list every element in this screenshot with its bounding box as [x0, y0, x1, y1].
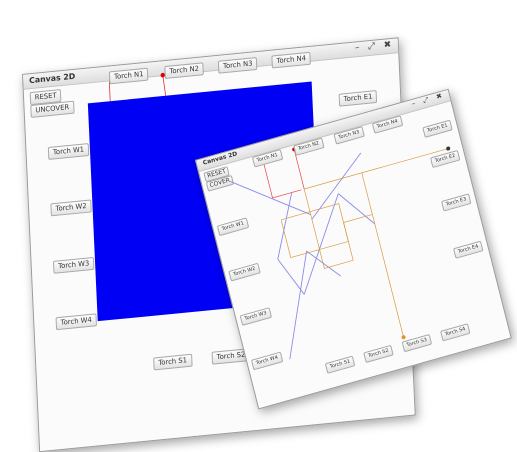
- torch-s3-dot: [401, 335, 406, 340]
- mirror: [303, 193, 339, 295]
- beam-path: [309, 211, 373, 269]
- mirror: [311, 152, 362, 220]
- mirror: [306, 250, 341, 277]
- beam-e2: [303, 148, 449, 212]
- beam-n1: [262, 160, 302, 199]
- mirror: [230, 181, 311, 215]
- mirror: [289, 251, 308, 360]
- canvas-area: [230, 146, 451, 360]
- canvas-window-front: Canvas 2D – ⤢ ✖ RESET COVER Torch N1 Tor…: [195, 88, 512, 410]
- mirror: [277, 258, 305, 295]
- beam-s3: [361, 172, 404, 338]
- beam-n2: [293, 149, 305, 190]
- torch-n2-dot: [160, 72, 166, 78]
- torch-e2-dot: [446, 146, 451, 151]
- beam-n1: [108, 81, 111, 102]
- mirror: [337, 193, 376, 225]
- mirror: [277, 192, 293, 260]
- beam-n2: [162, 75, 167, 96]
